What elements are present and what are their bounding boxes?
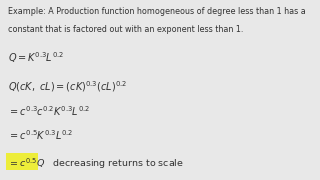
Text: $= c^{0.5}Q$   decreasing returns to scale: $= c^{0.5}Q$ decreasing returns to scale bbox=[8, 157, 184, 171]
Text: Example: A Production function homogeneous of degree less than 1 has a: Example: A Production function homogeneo… bbox=[8, 7, 306, 16]
Text: constant that is factored out with an exponent less than 1.: constant that is factored out with an ex… bbox=[8, 25, 244, 34]
Text: $Q = K^{0.3}L^{0.2}$: $Q = K^{0.3}L^{0.2}$ bbox=[8, 50, 64, 65]
Text: $= c^{0.3}c^{0.2}K^{0.3}L^{0.2}$: $= c^{0.3}c^{0.2}K^{0.3}L^{0.2}$ bbox=[8, 104, 90, 118]
FancyBboxPatch shape bbox=[6, 153, 38, 170]
Text: $= c^{0.5}K^{0.3}L^{0.2}$: $= c^{0.5}K^{0.3}L^{0.2}$ bbox=[8, 128, 73, 142]
Text: $Q(cK,\ cL) = (cK)^{0.3}(cL)^{0.2}$: $Q(cK,\ cL) = (cK)^{0.3}(cL)^{0.2}$ bbox=[8, 79, 127, 94]
